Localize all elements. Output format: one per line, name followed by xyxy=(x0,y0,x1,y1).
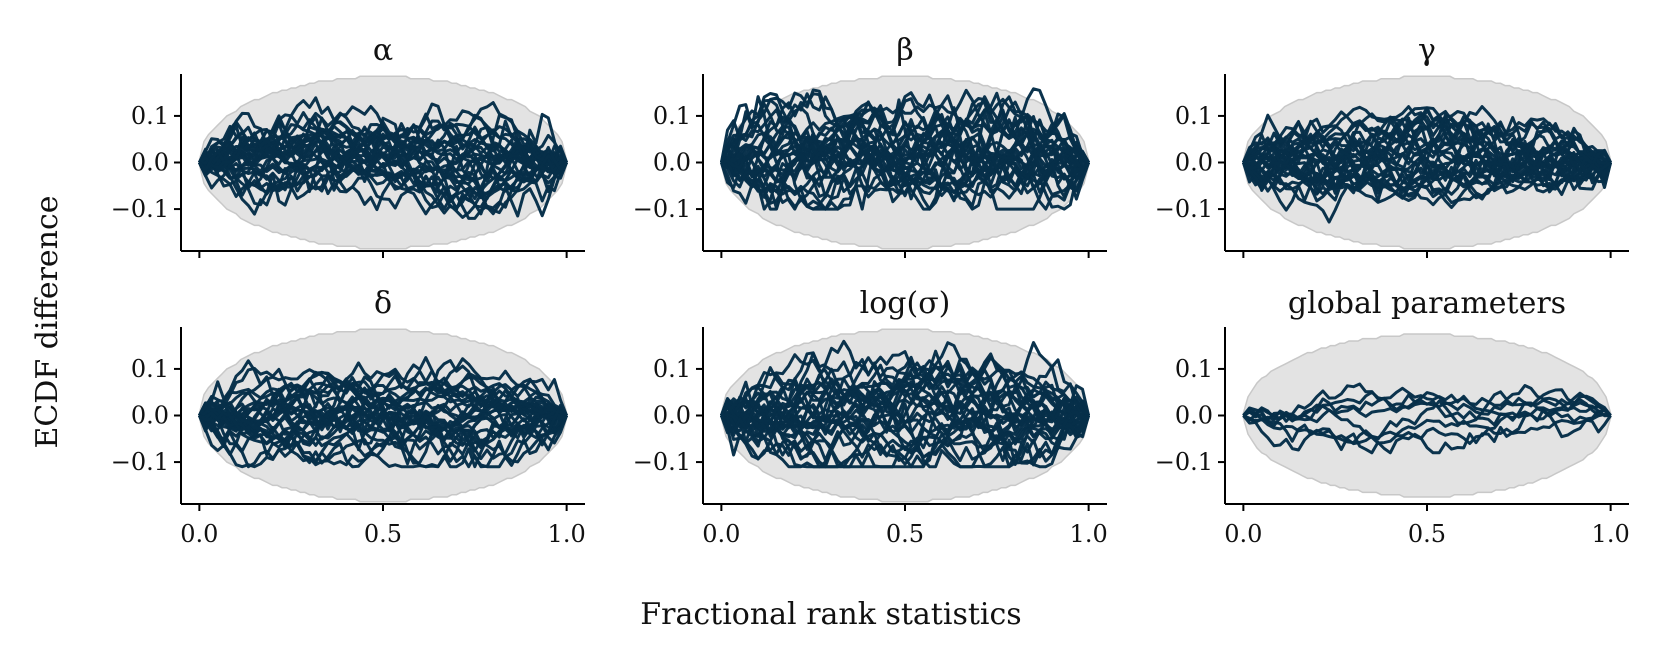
ecdf-trace xyxy=(720,364,1089,469)
ecdf-trace xyxy=(721,382,1090,431)
y-tick-label: 0.1 xyxy=(653,355,691,383)
ecdf-trace xyxy=(719,95,1091,211)
ecdf-trace xyxy=(720,339,1090,427)
y-tick-label: −0.1 xyxy=(1155,448,1213,476)
y-tick-label: −0.1 xyxy=(1155,195,1213,223)
subplot-panel: β 0.1 0.0 −0.1 xyxy=(633,33,1107,258)
figure-x-axis-label: Fractional rank statistics xyxy=(640,597,1021,632)
ecdf-trace xyxy=(720,120,1090,195)
subplot-title: δ xyxy=(374,286,392,321)
figure-y-axis-label: ECDF difference xyxy=(30,195,65,448)
ecdf-trace xyxy=(720,397,1090,466)
ecdf-trace xyxy=(1242,410,1611,446)
ecdf-trace xyxy=(1242,106,1611,165)
x-tick-label: 1.0 xyxy=(1592,520,1630,548)
ecdf-trace xyxy=(720,119,1090,183)
y-tick-label: −0.1 xyxy=(111,195,169,223)
ecdf-trace xyxy=(198,127,567,174)
ecdf-trace xyxy=(721,144,1090,196)
ecdf-trace xyxy=(719,91,1090,194)
ecdf-trace xyxy=(1242,394,1612,445)
y-tick-label: 0.0 xyxy=(653,149,691,177)
subplot-title: log(σ) xyxy=(860,286,951,321)
ecdf-trace xyxy=(720,158,1090,211)
ecdf-trace xyxy=(1242,150,1612,224)
ecdf-trace xyxy=(198,142,568,220)
ecdf-trace xyxy=(720,115,1090,211)
x-tick-label: 1.0 xyxy=(1070,520,1108,548)
y-tick-label: 0.0 xyxy=(1175,149,1213,177)
y-tick-label: 0.1 xyxy=(653,102,691,130)
ecdf-trace xyxy=(1242,121,1612,188)
ecdf-trace xyxy=(720,355,1090,441)
y-tick-label: 0.0 xyxy=(131,402,169,430)
x-tick-label: 1.0 xyxy=(548,520,586,548)
ecdf-trace xyxy=(1242,388,1612,452)
subplot-panel: γ 0.1 0.0 −0.1 xyxy=(1155,33,1629,258)
ecdf-trace xyxy=(720,373,1091,466)
ecdf-trace xyxy=(198,153,568,199)
ecdf-trace xyxy=(720,98,1090,211)
y-tick-label: 0.1 xyxy=(131,355,169,383)
ecdf-trace xyxy=(198,101,568,172)
x-tick-label: 0.0 xyxy=(702,520,740,548)
y-tick-label: 0.0 xyxy=(131,149,169,177)
ecdf-trace xyxy=(198,403,568,469)
x-tick-label: 0.5 xyxy=(364,520,402,548)
x-tick-label: 0.5 xyxy=(1408,520,1446,548)
subplot-title: β xyxy=(896,33,913,68)
ecdf-trace xyxy=(1241,138,1611,195)
y-tick-label: 0.0 xyxy=(653,402,691,430)
ecdf-trace xyxy=(198,122,568,169)
subplot-panel: log(σ) 0.1 0.0 −0.1 0.0 0.5 1.0 xyxy=(633,286,1108,548)
ecdf-trace xyxy=(1242,117,1612,173)
ecdf-trace xyxy=(1242,406,1612,455)
y-tick-label: 0.1 xyxy=(1175,355,1213,383)
ecdf-trace xyxy=(1242,131,1612,198)
subplot-grid: α 0.1 0.0 −0.1 β 0.1 0.0 −0.1 γ 0.1 0.0 −0.1 δ 0.1 0.0… xyxy=(111,33,1630,548)
subplot-title: α xyxy=(373,33,393,68)
subplot-panel: α 0.1 0.0 −0.1 xyxy=(111,33,585,258)
ecdf-trace xyxy=(720,113,1090,188)
ecdf-trace xyxy=(720,137,1090,211)
x-tick-label: 0.0 xyxy=(180,520,218,548)
ecdf-trace xyxy=(198,389,568,441)
y-tick-label: −0.1 xyxy=(633,448,691,476)
ecdf-trace xyxy=(721,377,1090,435)
x-tick-label: 0.0 xyxy=(1224,520,1262,548)
ecdf-trace xyxy=(1242,391,1612,424)
y-tick-label: −0.1 xyxy=(633,195,691,223)
subplot-panel: δ 0.1 0.0 −0.1 0.0 0.5 1.0 xyxy=(111,286,586,548)
ecdf-trace xyxy=(198,376,568,434)
y-tick-label: 0.0 xyxy=(1175,402,1213,430)
ecdf-trace xyxy=(198,379,568,426)
y-tick-label: 0.1 xyxy=(1175,102,1213,130)
y-tick-label: 0.1 xyxy=(131,102,169,130)
ecdf-trace xyxy=(198,144,569,216)
ecdf-trace xyxy=(1242,105,1612,175)
subplot-panel: global parameters 0.1 0.0 −0.1 0.0 0.5 1.0 xyxy=(1155,286,1630,548)
ecdf-trace xyxy=(720,87,1090,179)
ecdf-trace xyxy=(1242,390,1612,422)
subplot-title: γ xyxy=(1418,33,1436,68)
subplot-title: global parameters xyxy=(1288,286,1566,321)
x-tick-label: 0.5 xyxy=(886,520,924,548)
ecdf-trace xyxy=(198,361,568,447)
ecdf-trace xyxy=(198,380,568,423)
ecdf-trace xyxy=(721,370,1090,420)
ecdf-trace xyxy=(1243,113,1613,190)
ecdf-trace xyxy=(720,402,1090,469)
y-tick-label: −0.1 xyxy=(111,448,169,476)
